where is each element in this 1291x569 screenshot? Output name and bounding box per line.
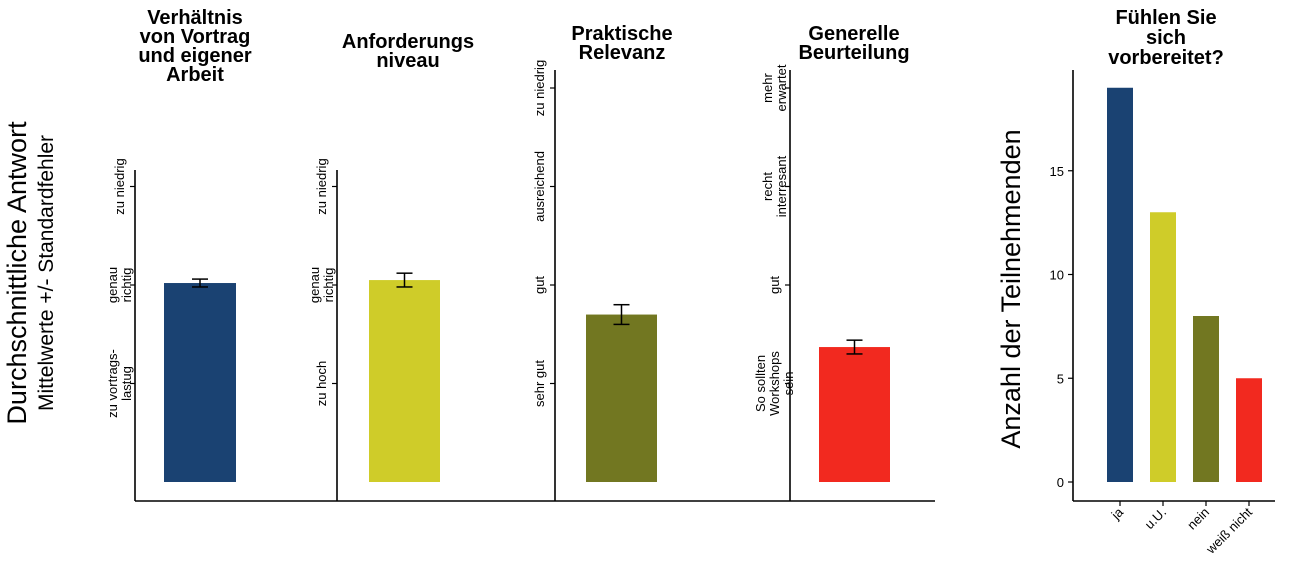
panel-5-bar-2: [1150, 212, 1176, 482]
panel-4-title-line: Beurteilung: [798, 42, 909, 64]
panel-1-title-line: Verhältnis: [147, 7, 243, 29]
panel-3-bar: [586, 314, 657, 482]
right-y-axis-label: Anzahl der Teilnehmenden: [996, 129, 1026, 448]
panel-2-title: Anforderungs niveau: [342, 31, 474, 72]
panel-2-tick-label-text: genaurichtig: [307, 267, 336, 303]
panel-3-tick-label-line: zu niedrig: [532, 60, 547, 116]
panel-1-tick-label-line: richtig: [119, 268, 134, 303]
panel-4-tick-label-text: rechtinterresant: [760, 155, 789, 217]
panel-3-tick-label-line: ausreichend: [532, 151, 547, 222]
panel-4-tick-label-line: Workshops: [767, 351, 782, 416]
panel-3-tick-label: ausreichend: [532, 151, 547, 222]
panel-3-tick-label: sehr gut: [532, 360, 547, 407]
panel-2-tick-label: genaurichtig: [307, 267, 336, 303]
panel-3-tick-label-text: ausreichend: [532, 151, 547, 222]
panel-2-title-line: Anforderungs: [342, 31, 474, 53]
panel-5-y-tick-label: 5: [1057, 371, 1064, 386]
panel-5-bar-4: [1236, 378, 1262, 482]
panel-4-tick-label-text: mehrerwartet: [760, 64, 789, 111]
panel-4-tick-label-line: mehr: [760, 73, 775, 103]
panel-4-bar: [819, 347, 890, 482]
panel-3-tick-label-line: gut: [532, 276, 547, 294]
panel-5-x-tick-label-text: nein: [1184, 505, 1212, 533]
panel-2-tick-label-text: zu niedrig: [314, 158, 329, 214]
panel-4-tick-label: mehrerwartet: [760, 64, 789, 111]
panel-3-tick-label-text: zu niedrig: [532, 60, 547, 116]
panel-4-tick-label-line: gut: [767, 276, 782, 294]
panel-5-y-tick-label: 10: [1050, 268, 1064, 283]
panel-3-title-line: Praktische: [571, 23, 672, 45]
panel-1-title-line: und eigener: [138, 45, 252, 67]
panel-4-tick-label-line: interresant: [774, 155, 789, 217]
panel-4-title-line: Generelle: [808, 23, 899, 45]
panel-3-tick-label-text: gut: [532, 276, 547, 294]
panel-5-x-tick-label: nein: [1184, 505, 1212, 533]
panel-5-x-tick-label-text: u.U.: [1142, 505, 1169, 532]
panel-3-tick-label-line: sehr gut: [532, 360, 547, 407]
panel-5-title-line: Fühlen Sie: [1115, 7, 1216, 29]
panel-1-tick-label-text: genaurichtig: [105, 267, 134, 303]
panel-5-y-tick-label: 0: [1057, 475, 1064, 490]
panel-2-tick-label: zu hoch: [314, 361, 329, 407]
panel-1-tick-label-line: zu niedrig: [112, 158, 127, 214]
chart-marks: Verhältnis von Vortrag und eigener Arbeit zu…: [105, 7, 1275, 557]
panel-5-y-tick-label: 15: [1050, 164, 1064, 179]
panel-3-tick-label: gut: [532, 276, 547, 294]
panel-5-title-line: sich: [1146, 27, 1186, 49]
panel-2-tick-label-line: zu niedrig: [314, 158, 329, 214]
panel-1-title: Verhältnis von Vortrag und eigener Arbeit: [138, 7, 252, 86]
panel-1-bar: [164, 283, 236, 482]
panel-3-tick-label-text: sehr gut: [532, 360, 547, 407]
y-axis-label-main: Durchschnittliche Antwort: [2, 121, 32, 425]
panel-2-tick-label-line: richtig: [321, 268, 336, 303]
panel-5-bar-3: [1193, 316, 1219, 482]
panel-5-x-tick-label-text: weiß nicht: [1202, 504, 1255, 557]
panel-1-title-line: von Vortrag: [140, 26, 251, 48]
panel-5-x-tick-label-text: ja: [1108, 504, 1127, 523]
panel-5-x-tick-label: u.U.: [1142, 505, 1169, 532]
panel-1-tick-label: zu vortrags-lastug: [105, 349, 134, 418]
panel-4-tick-label-text: gut: [767, 276, 782, 294]
panel-5-title: Fühlen Sie sich vorbereitet?: [1108, 7, 1224, 69]
panel-4-tick-label-line: erwartet: [774, 64, 789, 111]
panel-2-tick-label: zu niedrig: [314, 158, 329, 214]
panel-4-title: Generelle Beurteilung: [798, 23, 909, 64]
panel-1-tick-label-line: lastug: [119, 366, 134, 401]
panel-4-tick-label-line: So sollten: [753, 355, 768, 412]
y-axis-label-sub: Mittelwerte +/- Standardfehler: [35, 135, 58, 411]
panel-2-bar: [369, 280, 440, 482]
panel-2-tick-label-text: zu hoch: [314, 361, 329, 407]
panel-4-tick-label-text: So solltenWorkshopssein: [753, 351, 796, 416]
panel-1-title-line: Arbeit: [166, 64, 224, 86]
panel-3-tick-label: zu niedrig: [532, 60, 547, 116]
panel-2-tick-label-line: zu hoch: [314, 361, 329, 407]
panel-1-tick-label-line: zu vortrags-: [105, 349, 120, 418]
panel-3-title-line: Relevanz: [579, 42, 666, 64]
panel-5-bar-1: [1107, 87, 1133, 482]
panel-4-tick-label: So solltenWorkshopssein: [753, 351, 796, 416]
panel-2-title-line: niveau: [376, 50, 439, 72]
panel-1-tick-label-line: genau: [105, 267, 120, 303]
panel-5-x-tick-label: weiß nicht: [1202, 504, 1255, 557]
panel-4-tick-label-line: sein: [781, 372, 796, 396]
panel-1-tick-label-text: zu vortrags-lastug: [105, 349, 134, 418]
panel-5-x-tick-label: ja: [1108, 504, 1127, 523]
panel-5-title-line: vorbereitet?: [1108, 47, 1224, 69]
panel-4-tick-label: gut: [767, 276, 782, 294]
panel-4-tick-label-line: recht: [760, 172, 775, 201]
panel-3-title: Praktische Relevanz: [571, 23, 672, 64]
panel-1-tick-label: zu niedrig: [112, 158, 127, 214]
panel-1-tick-label-text: zu niedrig: [112, 158, 127, 214]
panel-4-tick-label: rechtinterresant: [760, 155, 789, 217]
panel-2-tick-label-line: genau: [307, 267, 322, 303]
panel-1-tick-label: genaurichtig: [105, 267, 134, 303]
